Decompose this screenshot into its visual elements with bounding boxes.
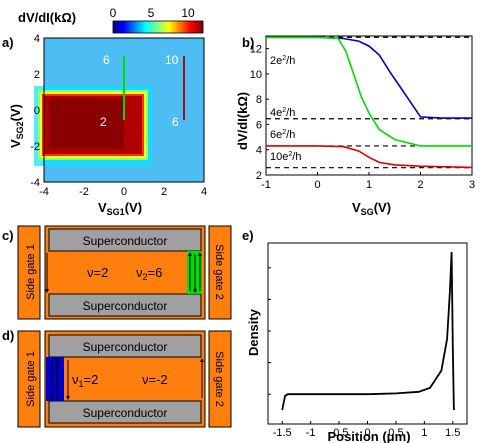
superconductor-top-label: Superconductor bbox=[83, 234, 168, 248]
side-gate-2 bbox=[208, 330, 232, 428]
e-xtick: -1 bbox=[306, 427, 316, 439]
a-xlabel: VSG1(V) bbox=[98, 200, 142, 217]
b-ylabel: dV/dI(kΩ) bbox=[235, 92, 250, 150]
a-ytick: 4 bbox=[34, 33, 40, 45]
level-label-10e2h: 10e2/h bbox=[270, 151, 301, 163]
heatmap-annotation: 10 bbox=[165, 53, 179, 67]
b-series-group bbox=[266, 36, 473, 169]
heatmap-annotation: 2 bbox=[100, 115, 107, 129]
panel-a: a) dV/dI(kΩ) 0 5 10 6 10 2 6 -4 -2 0 2 4 bbox=[2, 6, 207, 217]
b-xtick: 3 bbox=[469, 179, 475, 191]
side-gate-2 bbox=[208, 225, 232, 320]
a-xtick: 4 bbox=[201, 186, 207, 198]
panel-a-label: a) bbox=[2, 35, 14, 50]
e-xtick: 1.5 bbox=[445, 427, 460, 439]
superconductor-bottom bbox=[48, 293, 202, 317]
side-gate-1-label: Side gate 1 bbox=[25, 351, 37, 407]
b-xtick: 2 bbox=[417, 179, 423, 191]
a-ytick: -4 bbox=[30, 177, 40, 189]
colorbar-tick: 10 bbox=[181, 6, 195, 20]
a-ytick: -2 bbox=[30, 141, 40, 153]
e-ylabel: Density bbox=[246, 308, 261, 356]
b-xlabel: VSG(V) bbox=[352, 200, 391, 217]
superconductor-bottom-label: Superconductor bbox=[83, 406, 168, 420]
e-plot-frame bbox=[267, 242, 468, 425]
b-reference-levels bbox=[266, 36, 472, 169]
level-label-4e2h: 4e2/h bbox=[270, 107, 295, 119]
side-gate-1 bbox=[17, 330, 41, 428]
b-xtick: 0 bbox=[314, 179, 320, 191]
colorbar-tick: 0 bbox=[110, 6, 117, 20]
nu-edge-label: ν2=6 bbox=[136, 265, 162, 282]
nu-main-label: ν=-2 bbox=[142, 372, 168, 387]
panel-e-label: e) bbox=[242, 228, 254, 243]
a-xtick: 0 bbox=[121, 186, 127, 198]
a-ylabel: VSG2(V) bbox=[8, 104, 25, 148]
a-xtick: 2 bbox=[161, 186, 167, 198]
superconductor-top-label: Superconductor bbox=[83, 340, 168, 354]
panel-b-label: b) bbox=[242, 35, 254, 50]
colorbar-title: dV/dI(kΩ) bbox=[18, 10, 76, 25]
blue-edge-region bbox=[46, 357, 64, 401]
b-ytick: 4 bbox=[256, 145, 262, 157]
superconductor-bottom-label: Superconductor bbox=[83, 299, 168, 313]
nu-main-label: ν=2 bbox=[87, 265, 108, 280]
a-ytick: 0 bbox=[34, 105, 40, 117]
panel-c-label: c) bbox=[2, 228, 14, 243]
panel-d-label: d) bbox=[2, 328, 14, 343]
b-xtick: 1 bbox=[366, 179, 372, 191]
heatmap-plateau bbox=[49, 98, 124, 149]
b-ytick: 12 bbox=[250, 44, 262, 56]
blue-trace bbox=[266, 36, 472, 119]
green-trace bbox=[266, 36, 472, 147]
nu-edge-label: ν1=2 bbox=[72, 372, 98, 389]
e-xtick: -1.5 bbox=[273, 427, 292, 439]
superconductor-top bbox=[48, 334, 202, 358]
heatmap-frame bbox=[43, 37, 205, 183]
e-xtick: 0 bbox=[364, 427, 370, 439]
e-ticks: -1.5 -1 -0.5 0 0.5 1 1.5 bbox=[268, 267, 460, 439]
red-trace bbox=[266, 145, 473, 169]
side-gate-1 bbox=[17, 225, 41, 320]
e-xtick: 0.5 bbox=[388, 427, 403, 439]
panel-e: e) -1.5 -1 -0.5 0 0.5 1 1.5 Density Position (… bbox=[242, 228, 468, 443]
b-ytick: 8 bbox=[256, 94, 262, 106]
heatmap-annotation: 6 bbox=[172, 115, 179, 129]
b-ytick: 10 bbox=[250, 69, 262, 81]
heatmap bbox=[34, 37, 205, 183]
superconductor-bottom bbox=[48, 400, 202, 424]
side-gate-2-label: Side gate 2 bbox=[213, 244, 225, 300]
colorbar-tick: 5 bbox=[148, 6, 155, 20]
e-xtick: -0.5 bbox=[330, 427, 349, 439]
level-label-2e2h: 2e2/h bbox=[270, 55, 295, 67]
a-xtick: -4 bbox=[39, 186, 49, 198]
level-label-6e2h: 6e2/h bbox=[270, 129, 295, 141]
a-ytick: 2 bbox=[34, 69, 40, 81]
b-xtick: -1 bbox=[261, 179, 271, 191]
side-gate-1-label: Side gate 1 bbox=[25, 244, 37, 300]
b-ytick: 6 bbox=[256, 119, 262, 131]
panel-c: c) Side gate 1 Superconductor Supercondu… bbox=[2, 225, 232, 320]
e-xtick: 1 bbox=[421, 427, 427, 439]
heatmap-annotation: 6 bbox=[103, 53, 110, 67]
panel-d: d) Side gate 1 Superconductor Supercondu… bbox=[2, 328, 232, 428]
density-trace bbox=[281, 251, 455, 411]
e-xlabel: Position (μm) bbox=[327, 429, 410, 443]
side-gate-2-label: Side gate 2 bbox=[213, 351, 225, 407]
b-ytick: 2 bbox=[256, 170, 262, 182]
a-xtick: -2 bbox=[79, 186, 89, 198]
e-series-group bbox=[281, 251, 455, 411]
colorbar bbox=[112, 20, 204, 34]
superconductor-top bbox=[48, 228, 202, 252]
